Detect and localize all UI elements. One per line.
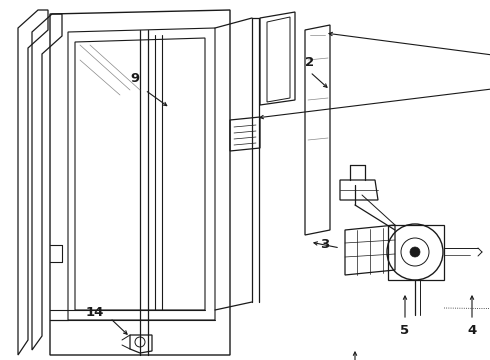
Text: 2: 2: [305, 55, 315, 68]
Text: 3: 3: [320, 238, 330, 252]
Text: 5: 5: [400, 324, 410, 337]
Circle shape: [410, 247, 420, 257]
Text: 4: 4: [467, 324, 477, 337]
Text: 9: 9: [130, 72, 140, 85]
Text: 14: 14: [86, 306, 104, 319]
